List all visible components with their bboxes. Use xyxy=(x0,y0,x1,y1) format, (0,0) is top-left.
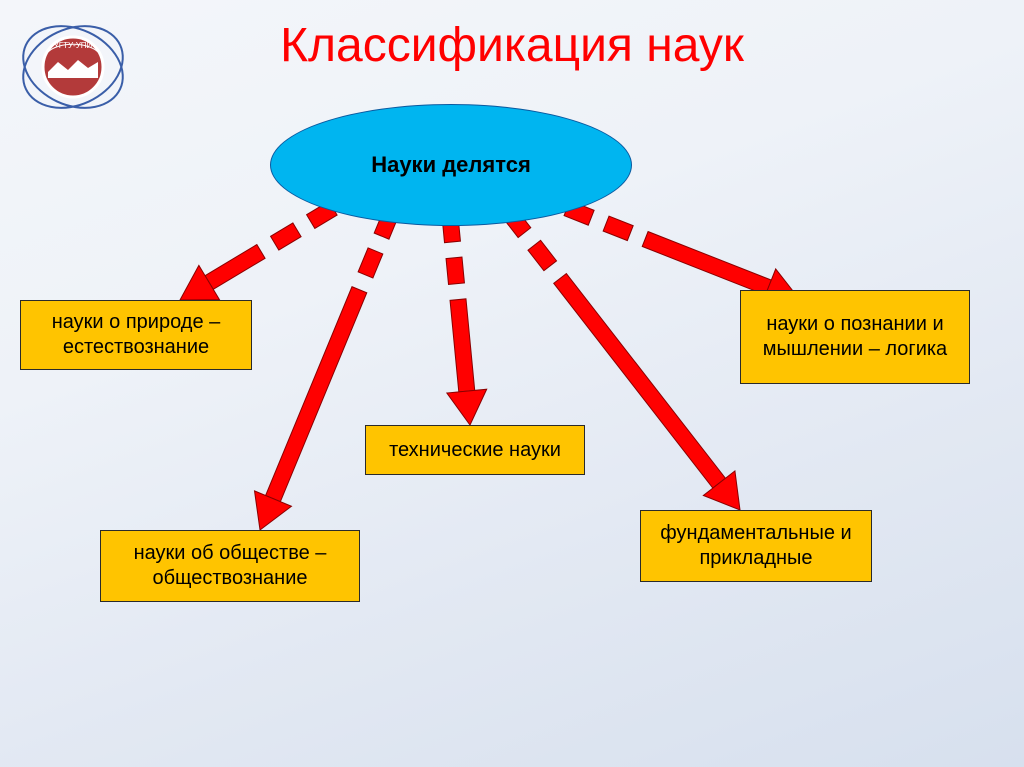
box-logic-label: науки о познании и мышлении – логика xyxy=(751,312,959,362)
box-tech: технические науки xyxy=(365,425,585,475)
box-fund-label: фундаментальные и прикладные xyxy=(651,521,861,571)
box-society-label: науки об обществе – обществознание xyxy=(111,541,349,591)
center-ellipse-label: Науки делятся xyxy=(371,152,531,178)
center-ellipse: Науки делятся xyxy=(270,104,632,226)
box-logic: науки о познании и мышлении – логика xyxy=(740,290,970,384)
box-fund: фундаментальные и прикладные xyxy=(640,510,872,582)
box-tech-label: технические науки xyxy=(389,438,561,463)
slide: { "title": { "text": "Классификация наук… xyxy=(0,0,1024,767)
box-nature: науки о природе – естествознание xyxy=(20,300,252,370)
slide-title: Классификация наук xyxy=(0,18,1024,73)
box-nature-label: науки о природе – естествознание xyxy=(31,310,241,360)
box-society: науки об обществе – обществознание xyxy=(100,530,360,602)
